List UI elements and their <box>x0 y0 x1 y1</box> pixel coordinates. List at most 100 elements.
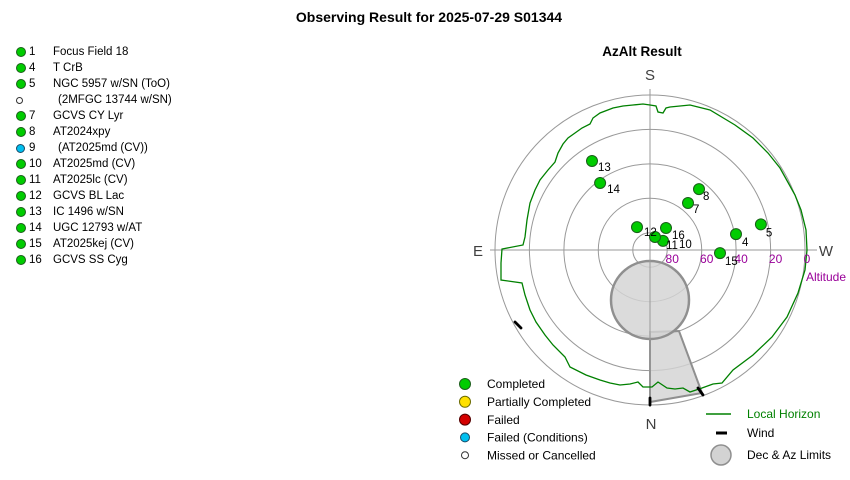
completed-status-icon <box>16 207 29 217</box>
target-number: 12 <box>29 190 42 202</box>
data-point-5 <box>754 218 767 231</box>
target-row: 5 NGC 5957 w/SN (ToO) <box>16 76 172 92</box>
local-horizon-line <box>500 103 808 393</box>
target-name: AT2024xpy <box>53 126 111 138</box>
target-number: 5 <box>29 78 36 90</box>
target-name: GCVS BL Lac <box>53 190 125 202</box>
plot-axes <box>490 89 817 407</box>
status-dot-completed <box>16 175 26 185</box>
dec-az-limits-legend-swatch <box>710 444 732 466</box>
data-point-label-5: 5 <box>766 227 772 239</box>
status-dot-completed <box>16 79 26 89</box>
completed-status-icon <box>16 239 29 249</box>
status-legend-dot-failed <box>459 413 471 426</box>
target-row: 9 (AT2025md (CV)) <box>16 140 172 156</box>
status-legend: Completed Partially Completed Failed Failed… <box>459 377 596 462</box>
target-name: UGC 12793 w/AT <box>53 222 143 234</box>
status-dot-completed <box>16 223 26 233</box>
target-row: 11 AT2025lc (CV) <box>16 172 172 188</box>
cardinal-south: S <box>645 67 655 84</box>
data-point-11 <box>649 231 661 243</box>
wind-mark <box>513 320 523 330</box>
status-legend-dot-completed <box>459 378 471 390</box>
data-point-7 <box>682 197 694 209</box>
altitude-axis-label: Altitude <box>806 270 846 284</box>
status-legend-label-conditions: Failed (Conditions) <box>487 431 588 445</box>
completed-status-icon <box>16 175 29 185</box>
target-number: 16 <box>29 254 42 266</box>
completed-status-icon <box>16 223 29 233</box>
target-row: (2MFGC 13744 w/SN) <box>16 92 172 108</box>
data-point-label-13: 13 <box>598 162 611 174</box>
completed-status-icon <box>16 111 29 121</box>
target-row: 8 AT2024xpy <box>16 124 172 140</box>
cardinal-labels: S E W N <box>473 67 834 433</box>
target-name: AT2025md (CV) <box>53 158 136 170</box>
target-name: AT2025lc (CV) <box>53 174 128 186</box>
data-point-label-16: 16 <box>672 230 685 242</box>
status-legend-dot-missed <box>461 451 469 460</box>
target-row: 12 GCVS BL Lac <box>16 188 172 204</box>
status-dot-completed <box>16 207 26 217</box>
target-name: GCVS CY Lyr <box>53 110 124 122</box>
conditions-status-icon <box>16 143 29 153</box>
wind-marks <box>513 320 705 407</box>
cardinal-west: W <box>819 243 834 260</box>
target-name: IC 1496 w/SN <box>53 206 124 218</box>
data-point-16 <box>660 222 672 234</box>
target-row: 16 GCVS SS Cyg <box>16 252 172 268</box>
plot-title: AzAlt Result <box>602 44 682 59</box>
target-row: 15 AT2025kej (CV) <box>16 236 172 252</box>
target-number: 4 <box>29 62 36 74</box>
data-point-label-8: 8 <box>703 191 709 203</box>
target-number: 7 <box>29 110 36 122</box>
status-dot-completed <box>16 159 26 169</box>
data-point-label-10: 10 <box>679 239 692 251</box>
data-point-label-7: 7 <box>693 204 699 216</box>
target-row: 13 IC 1496 w/SN <box>16 204 172 220</box>
completed-status-icon <box>16 127 29 137</box>
status-dot-completed <box>16 111 26 121</box>
target-number: 8 <box>29 126 36 138</box>
altitude-tick-20: 20 <box>769 252 783 266</box>
target-number: 15 <box>29 238 42 250</box>
completed-status-icon <box>16 47 29 57</box>
status-legend-label-failed: Failed <box>487 413 520 427</box>
altitude-tick-80: 80 <box>666 252 680 266</box>
page-title: Observing Result for 2025-07-29 S01344 <box>295 9 563 25</box>
wind-mark <box>696 386 705 397</box>
status-dot-completed <box>16 47 26 57</box>
status-legend-dot-conditions <box>460 432 470 443</box>
target-name: (2MFGC 13744 w/SN) <box>58 94 172 106</box>
overlay-legend: Local Horizon Wind Dec & Az Limits <box>706 407 831 466</box>
target-row: 14 UGC 12793 w/AT <box>16 220 172 236</box>
status-legend-dot-partial <box>459 395 471 408</box>
status-dot-completed <box>16 239 26 249</box>
status-dot-completed <box>16 127 26 137</box>
target-number: 11 <box>29 174 41 186</box>
target-list: 1 Focus Field 18 4 T CrB 5 NGC 5957 w/SN (ToO… <box>16 44 172 268</box>
target-name: T CrB <box>53 62 83 74</box>
data-point-label-11: 11 <box>666 240 678 252</box>
data-point-4 <box>730 228 742 241</box>
wind-legend-label: Wind <box>747 426 774 440</box>
local-horizon-legend-label: Local Horizon <box>747 407 820 421</box>
target-name: Focus Field 18 <box>53 46 129 58</box>
data-point-14 <box>594 177 607 189</box>
status-legend-label-missed: Missed or Cancelled <box>487 448 596 462</box>
status-dot-completed <box>16 255 26 265</box>
target-row: 10 AT2025md (CV) <box>16 156 172 172</box>
status-dot-missed <box>16 96 23 104</box>
data-point-label-14: 14 <box>607 184 620 196</box>
completed-status-icon <box>16 79 29 89</box>
dec-az-limits-wedge <box>649 329 704 404</box>
target-row: 4 T CrB <box>16 60 172 76</box>
cardinal-north: N <box>646 416 657 433</box>
target-name: GCVS SS Cyg <box>53 254 128 266</box>
status-dot-conditions <box>16 143 25 153</box>
data-point-8 <box>693 183 705 196</box>
completed-status-icon <box>16 191 29 201</box>
status-dot-completed <box>16 191 26 201</box>
